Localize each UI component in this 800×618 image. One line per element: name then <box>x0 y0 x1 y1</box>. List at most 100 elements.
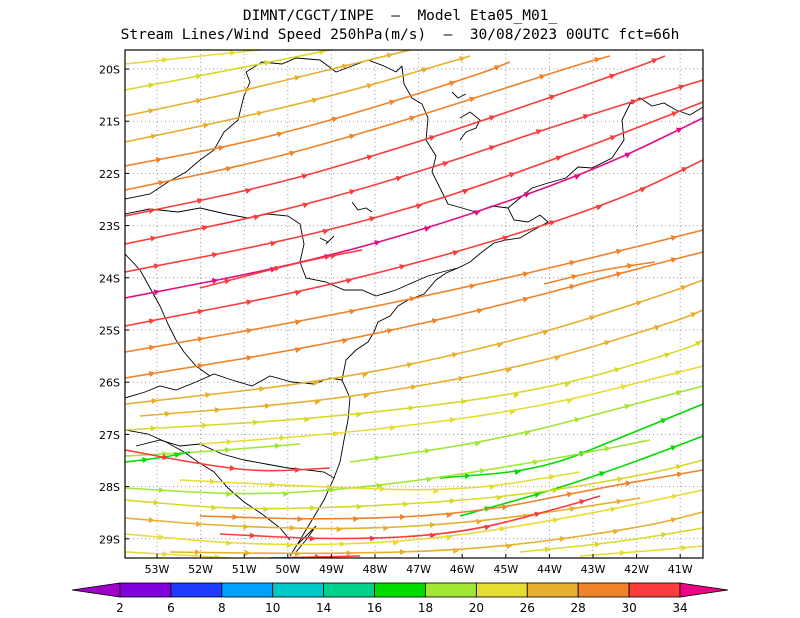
stream-arrow <box>552 517 560 524</box>
stream-arrow <box>573 174 581 180</box>
stream-arrow <box>459 56 466 62</box>
colorbar-segment <box>425 582 477 598</box>
colorbar-low-arrow <box>71 582 121 598</box>
stream-arrow <box>610 506 617 513</box>
stream-arrow <box>651 58 659 64</box>
stream-arrow <box>409 115 416 122</box>
stream-arrow <box>162 57 169 63</box>
stream-arrow <box>148 517 155 523</box>
stream-arrow <box>289 150 296 157</box>
stream-arrow <box>549 220 556 226</box>
lon-label: 45W <box>493 563 518 576</box>
stream-arrow <box>612 528 620 535</box>
lat-label: 28S <box>99 481 120 494</box>
lat-label: 26S <box>99 377 120 390</box>
stream-arrow <box>224 447 231 453</box>
stream-arrow <box>263 506 270 513</box>
stream-arrow <box>366 154 374 161</box>
stream-arrow <box>609 135 617 141</box>
colorbar-segment <box>221 582 274 598</box>
stream-arrow <box>594 541 601 548</box>
streamline <box>125 50 331 91</box>
stream-arrow <box>464 473 471 479</box>
stream-arrow <box>302 202 310 209</box>
stream-arrow <box>399 514 406 520</box>
stream-arrow <box>508 172 516 178</box>
streamline <box>125 489 703 546</box>
longitude-labels: 53W 52W 51W 50W 49W 48W 47W 46W 45W 44W 43W 42W 41W <box>145 554 693 576</box>
lat-label: 24S <box>99 272 120 285</box>
lon-label: 47W <box>406 563 431 576</box>
state-border-mg-interior <box>401 65 509 213</box>
stream-arrow <box>690 312 698 318</box>
stream-arrow <box>620 384 628 390</box>
streamline <box>125 159 703 327</box>
stream-arrow <box>229 50 236 56</box>
stream-arrow <box>589 315 596 321</box>
stream-arrow <box>259 386 266 392</box>
stream-arrow <box>326 484 333 490</box>
stream-arrow <box>399 264 406 270</box>
streamline <box>125 50 411 117</box>
streamline <box>125 61 511 167</box>
stream-arrow <box>406 362 414 368</box>
stream-arrow <box>197 363 205 369</box>
stream-arrow <box>549 474 556 480</box>
stream-arrow <box>246 355 253 361</box>
stream-arrow <box>616 498 623 505</box>
stream-arrow <box>670 445 678 451</box>
stream-arrow <box>158 534 165 540</box>
streamline <box>125 79 703 245</box>
stream-arrow <box>534 511 541 518</box>
stream-arrow <box>214 407 221 413</box>
lon-label: 48W <box>363 563 388 576</box>
stream-arrow <box>249 532 256 539</box>
stream-arrow <box>671 111 678 117</box>
lon-label: 50W <box>275 563 300 576</box>
stream-arrow <box>245 188 252 194</box>
colorbar: 2 6 8 10 14 16 18 20 26 28 30 34 <box>71 582 729 615</box>
stream-arrow <box>309 505 316 511</box>
stream-arrow <box>664 352 671 359</box>
colorbar-segment <box>272 582 325 598</box>
colorbar-label: 34 <box>672 601 687 615</box>
state-border-sp-mg <box>125 57 403 200</box>
stream-arrow <box>469 96 476 103</box>
stream-arrow <box>415 203 423 210</box>
stream-arrow <box>148 82 155 89</box>
stream-arrow <box>374 455 381 462</box>
stream-arrow <box>226 491 233 497</box>
lon-label: 43W <box>581 563 606 576</box>
stream-arrow <box>408 405 415 412</box>
stream-arrow <box>604 340 611 346</box>
stream-arrow <box>225 166 233 172</box>
stream-arrow <box>429 135 436 141</box>
stream-arrow <box>374 240 381 246</box>
rio-paraná-border <box>125 253 211 377</box>
stream-arrow <box>369 535 376 542</box>
colorbar-label: 8 <box>218 601 226 615</box>
stream-arrow <box>153 499 160 506</box>
stream-arrow <box>349 189 356 195</box>
stream-arrow <box>619 550 626 556</box>
stream-arrow <box>148 318 156 325</box>
stream-arrow <box>676 471 684 478</box>
streamline <box>579 545 703 557</box>
stream-arrow <box>363 392 370 399</box>
stream-arrow <box>409 296 416 302</box>
stream-arrow <box>246 299 253 306</box>
stream-arrow <box>158 180 165 186</box>
stream-arrow <box>451 352 459 358</box>
stream-arrow <box>599 471 606 477</box>
stream-arrow <box>201 225 209 231</box>
stream-arrow <box>356 503 363 510</box>
stream-arrow <box>283 491 290 497</box>
stream-arrow <box>224 278 231 285</box>
stream-arrow <box>654 324 661 331</box>
stream-arrow <box>502 235 509 242</box>
stream-arrow <box>279 435 286 441</box>
stream-arrow <box>162 551 169 557</box>
stream-arrow <box>505 367 513 374</box>
stream-arrow <box>252 419 260 426</box>
streamline <box>125 459 703 510</box>
